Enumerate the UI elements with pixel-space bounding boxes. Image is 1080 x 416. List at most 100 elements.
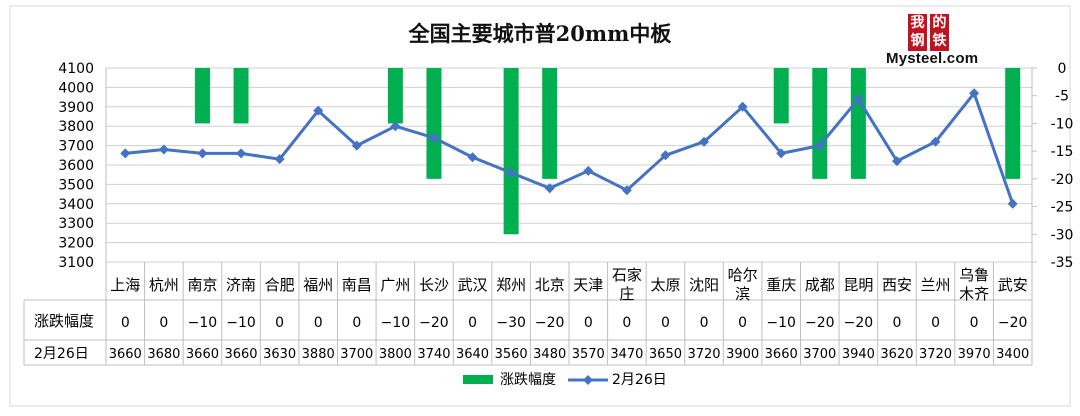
x-category-label: 广州 [380, 276, 410, 294]
table-cell-price: 3470 [610, 347, 643, 362]
x-category-label: 滨 [735, 285, 750, 303]
x-category-label: 重庆 [766, 276, 796, 294]
x-category-label: 哈尔 [728, 266, 758, 284]
x-category-label: 木齐 [959, 285, 989, 303]
logo-char: 的 [930, 14, 949, 33]
x-category-label: 郑州 [496, 276, 526, 294]
y-right-tick-label: -20 [1051, 172, 1074, 188]
table-cell-change: 0 [892, 315, 901, 331]
line-point [891, 156, 902, 167]
line-point [120, 148, 131, 159]
table-cell-change: 0 [970, 315, 979, 331]
y-right-tick-label: -15 [1051, 144, 1074, 160]
y-left-tick-label: 4000 [58, 80, 94, 96]
table-cell-price: 3560 [495, 347, 528, 362]
chart-border [9, 5, 1071, 407]
table-cell-change: 0 [121, 315, 130, 331]
table-cell-change: −10 [766, 315, 796, 331]
table-cell-change: 0 [700, 315, 709, 331]
table-cell-price: 3650 [649, 347, 682, 362]
y-left-tick-label: 3800 [58, 119, 94, 135]
table-row-header-price: 2月26日 [34, 346, 89, 362]
line-point [660, 150, 671, 161]
line-point [313, 105, 324, 116]
x-category-label: 武安 [998, 276, 1028, 294]
table-cell-change: −20 [998, 315, 1028, 331]
y-left-tick-label: 3400 [58, 197, 94, 213]
x-category-label: 兰州 [921, 276, 951, 294]
x-category-label: 太原 [650, 276, 680, 294]
table-cell-price: 3570 [572, 347, 605, 362]
table-cell-change: 0 [352, 315, 361, 331]
table-cell-change: −20 [805, 315, 835, 331]
line-point [351, 140, 362, 151]
x-category-label: 天津 [573, 276, 603, 294]
logo-wordmark: Mysteel.com [886, 50, 979, 67]
x-category-label: 乌鲁 [959, 266, 989, 284]
table-cell-price: 3880 [302, 347, 335, 362]
x-category-label: 武汉 [458, 276, 488, 294]
table-cell-price: 3660 [186, 347, 219, 362]
table-cell-change: 0 [738, 315, 747, 331]
table-cell-price: 3700 [803, 347, 836, 362]
y-left-tick-label: 3300 [58, 216, 94, 232]
bar-change [387, 68, 403, 124]
table-cell-change: 0 [584, 315, 593, 331]
x-category-label: 庄 [619, 285, 634, 303]
y-left-tick-label: 3700 [58, 139, 94, 155]
legend-bar-label: 涨跌幅度 [500, 372, 556, 388]
x-category-label: 沈阳 [689, 276, 719, 294]
line-point [158, 144, 169, 155]
table-row-header-change: 涨跌幅度 [34, 312, 94, 330]
table-cell-change: 0 [468, 315, 477, 331]
legend-line-marker [583, 375, 593, 385]
x-category-label: 西安 [882, 276, 912, 294]
line-point [814, 140, 825, 151]
line-point [1007, 198, 1018, 209]
line-point [853, 94, 864, 105]
legend-bar-swatch [463, 375, 493, 384]
x-category-label: 济南 [226, 276, 256, 294]
y-left-tick-label: 3500 [58, 177, 94, 193]
bar-change [812, 68, 828, 179]
y-right-tick-label: -5 [1055, 89, 1069, 105]
y-right-tick-label: -10 [1051, 116, 1074, 132]
line-point [236, 148, 247, 159]
bar-change [503, 68, 519, 235]
bar-change [233, 68, 249, 124]
y-right-tick-label: -25 [1051, 200, 1074, 216]
table-cell-change: −20 [419, 315, 449, 331]
mysteel-logo: 我 的 钢 铁 Mysteel.com [886, 14, 996, 70]
line-point [506, 167, 517, 178]
x-category-label: 昆明 [843, 276, 873, 294]
legend-line-label: 2月26日 [612, 372, 667, 388]
line-point [467, 152, 478, 163]
y-left-tick-label: 3100 [58, 255, 94, 271]
table-cell-change: −20 [535, 315, 565, 331]
x-category-label: 福州 [303, 276, 333, 294]
table-cell-change: 0 [159, 315, 168, 331]
x-category-label: 南京 [187, 276, 217, 294]
table-cell-price: 3680 [147, 347, 180, 362]
line-point [969, 88, 980, 99]
x-category-label: 长沙 [419, 276, 449, 294]
line-point [274, 154, 285, 165]
x-category-label: 北京 [535, 276, 565, 294]
y-right-tick-label: 0 [1058, 61, 1067, 77]
table-cell-price: 3720 [687, 347, 720, 362]
table-cell-price: 3400 [996, 347, 1029, 362]
table-cell-change: 0 [622, 315, 631, 331]
y-left-tick-label: 3200 [58, 236, 94, 252]
table-cell-change: −10 [381, 315, 411, 331]
x-category-label: 南昌 [342, 276, 372, 294]
bar-change [194, 68, 210, 124]
table-cell-price: 3800 [379, 347, 412, 362]
line-point [930, 136, 941, 147]
y-right-tick-label: -35 [1051, 255, 1074, 271]
table-cell-price: 3660 [224, 347, 257, 362]
bar-change [542, 68, 558, 179]
table-cell-price: 3740 [417, 347, 450, 362]
table-cell-change: 0 [661, 315, 670, 331]
table-cell-change: −20 [844, 315, 874, 331]
table-cell-change: 0 [275, 315, 284, 331]
